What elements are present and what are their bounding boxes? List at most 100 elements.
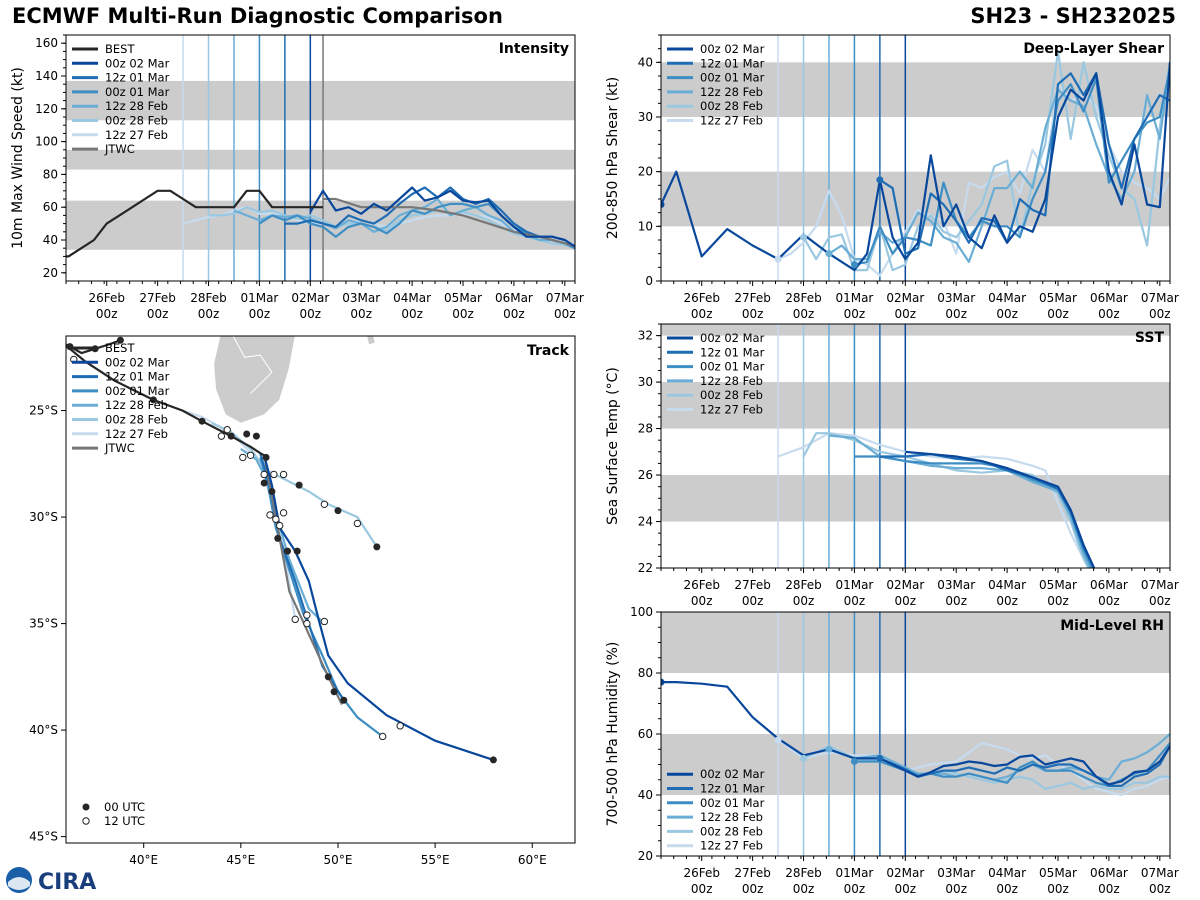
x-tick-label: 00z [793,307,815,321]
y-tick-label: 120 [35,102,58,116]
x-tick-label: 26Feb [683,866,720,880]
marker-00utc [274,534,282,542]
legend-label: 00z 02 Mar [105,56,170,70]
x-tick-label: 45°E [226,853,255,867]
x-tick-label: 01Mar [835,866,873,880]
y-tick-label: 80 [638,666,653,680]
legend-label: 12z 28 Feb [105,398,168,412]
legend-label: 00z 01 Mar [700,71,765,85]
series-line [777,432,1090,568]
x-tick-label: 26Feb [683,291,720,305]
legend-label: 00z 28 Feb [700,99,763,113]
x-tick-label: 00z [895,594,917,608]
series-line [879,72,1170,255]
init-point [774,255,782,263]
y-tick-label: 20 [638,849,653,863]
y-tick-label: 40°S [29,723,58,737]
legend-label: 12z 27 Feb [105,128,168,142]
marker-00utc [268,488,276,496]
plot-area [661,324,1170,568]
marker-12utc [246,451,255,459]
marker-00utc [82,803,90,811]
plot-area [661,612,1170,856]
series-line [66,189,323,258]
panel-title: Deep-Layer Shear [1023,41,1164,57]
axes-frame [65,335,576,844]
init-point [850,261,858,269]
init-point [850,757,858,765]
legend-label: 12z 01 Mar [700,782,765,796]
series-line [661,680,1170,786]
panel-title: Track [527,343,570,359]
x-tick-label: 00z [742,594,764,608]
x-tick-label: 06Mar [1090,866,1128,880]
x-tick-label: 02Mar [291,291,329,305]
panel-title: Mid-Level RH [1060,618,1164,634]
marker-00utc [198,417,206,425]
x-tick-label: 00z [1098,307,1120,321]
track-line [263,455,494,761]
marker-12utc [260,470,268,479]
x-tick-label: 00z [895,307,917,321]
marker-12utc [320,500,329,508]
madagascar-land [213,336,296,424]
init-point [661,678,665,686]
marker-legend-label: 00 UTC [104,800,145,814]
x-tick-label: 07Mar [1141,866,1179,880]
y-tick-label: 30°S [29,510,58,524]
marker-12utc [217,432,226,440]
y-tick-label: 45°S [29,830,58,844]
x-tick-label: 00z [198,307,220,321]
x-tick-label: 00z [452,307,474,321]
series-line [661,62,1170,272]
init-point [876,754,884,762]
cira-logo: CIRA [6,867,96,895]
marker-00utc [149,396,157,404]
x-tick-label: 05Mar [444,291,482,305]
y-tick-label: 28 [638,422,653,436]
figure-title: ECMWF Multi-Run Diagnostic Comparison [12,4,503,28]
init-point [876,176,884,184]
x-tick-label: 00z [401,307,423,321]
legend-label: 00z 28 Feb [105,413,168,427]
x-tick-label: 07Mar [1141,291,1179,305]
y-tick-label: 40 [43,233,58,247]
x-tick-label: 05Mar [1039,866,1077,880]
series-line [309,186,575,248]
y-tick-label: 30 [638,110,653,124]
legend-label: 00z 02 Mar [700,42,765,56]
x-tick-label: 00z [1149,307,1171,321]
marker-12utc [303,619,311,628]
x-tick-label: 00z [300,307,322,321]
x-tick-label: 00z [1098,882,1120,896]
legend-label: JTWC [104,441,135,455]
legend-label: 00z 01 Mar [700,360,765,374]
legend-label: 00z 01 Mar [700,796,765,810]
x-tick-label: 00z [742,882,764,896]
legend-label: 00z 28 Feb [700,388,763,402]
threshold-band [66,80,575,121]
x-tick-label: 01Mar [240,291,278,305]
y-tick-label: 30 [638,375,653,389]
x-tick-label: 00z [691,882,713,896]
track-line [66,339,265,457]
y-tick-label: 10 [638,219,653,233]
marker-12utc [320,617,329,626]
y-tick-label: 40 [638,788,653,802]
threshold-band [661,324,1170,336]
x-tick-label: 00z [1149,882,1171,896]
x-tick-label: 00z [1149,594,1171,608]
marker-12utc [266,511,274,519]
x-tick-label: 00z [691,307,713,321]
threshold-band [661,612,1170,673]
panel-rh: 20 40 60 80 100 26Feb 00z 27Feb 00z 28Feb 00z 01Mar… [605,605,1179,896]
series-line [854,67,1170,266]
marker-00utc [283,547,291,555]
x-tick-label: 00z [945,882,967,896]
x-tick-label: 00z [895,882,917,896]
marker-00utc [373,543,381,551]
region-border [232,336,273,394]
